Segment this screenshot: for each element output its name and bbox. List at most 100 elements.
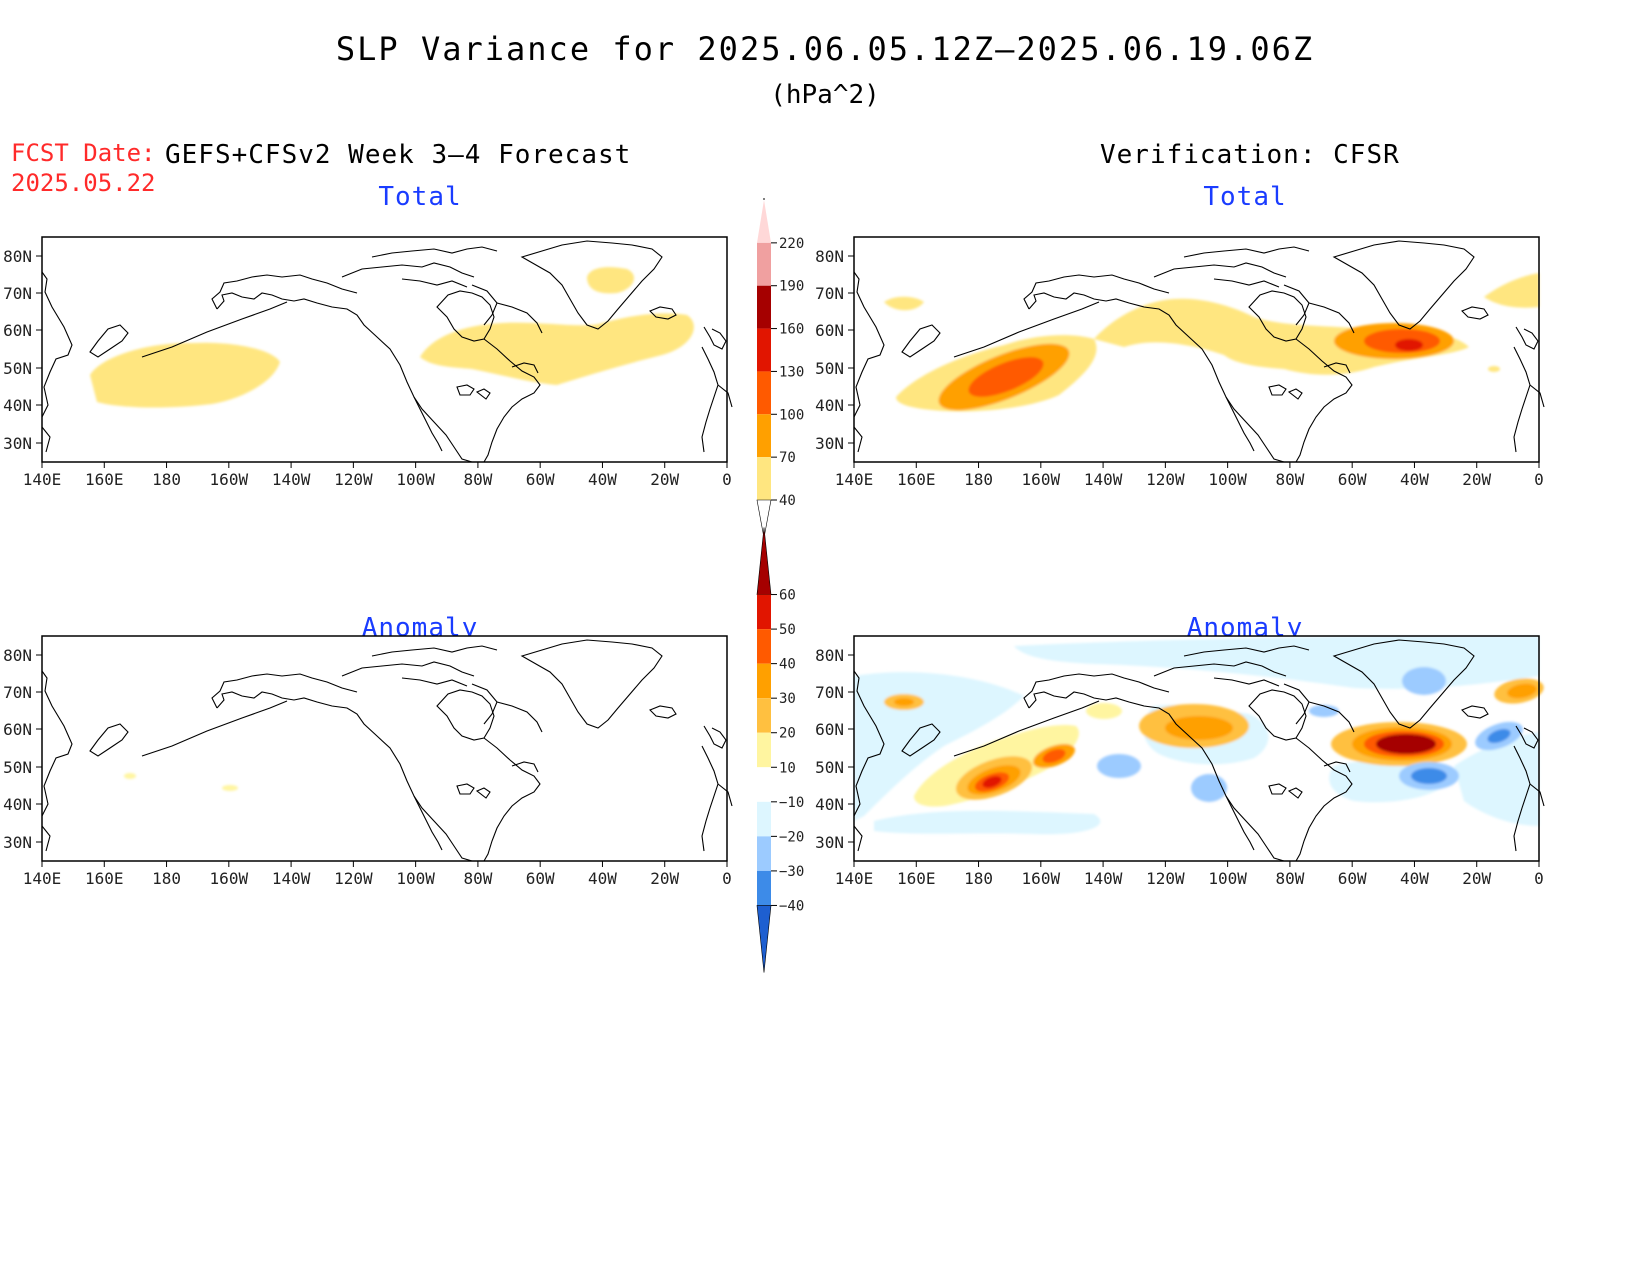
- colorbar-segment: [757, 801, 771, 837]
- lon-tick-label: 60W: [1338, 470, 1367, 489]
- lat-tick-label: 50N: [3, 758, 32, 777]
- contour-fill: [894, 698, 914, 706]
- colorbar-segment: [757, 663, 771, 699]
- map-axes: 80N 70N 60N 50N 40N 30N 140E 160E 180 160W 140W 120…: [3, 247, 1544, 888]
- lat-tick-label: 80N: [3, 646, 32, 665]
- lon-tick-label: 140W: [272, 869, 311, 888]
- contour-fill: [1411, 768, 1447, 784]
- colorbar-label: 50: [779, 622, 796, 638]
- lat-tick-label: 70N: [815, 284, 844, 303]
- contour-fill: [1484, 273, 1539, 308]
- contour-fill: [124, 773, 136, 779]
- colorbar-segment: [757, 732, 771, 768]
- forecast-heading: GEFS+CFSv2 Week 3–4 Forecast: [165, 140, 632, 170]
- colorbar-segment: [757, 836, 771, 871]
- lon-tick-label: 140W: [272, 470, 311, 489]
- lon-tick-label: 180: [152, 470, 181, 489]
- lat-tick-label: 30N: [3, 434, 32, 453]
- colorbar-label: −40: [779, 898, 804, 914]
- lon-tick-label: 160W: [1022, 470, 1061, 489]
- lon-tick-label: 80W: [463, 470, 492, 489]
- contour-fill: [1042, 749, 1066, 763]
- lon-tick-label: 160W: [210, 869, 249, 888]
- lat-tick-label: 30N: [815, 833, 844, 852]
- contour-fill: [1402, 667, 1446, 695]
- map-fcst-total: [41, 236, 733, 463]
- colorbar-label: 100: [779, 407, 804, 423]
- contour-fill: [968, 357, 1044, 397]
- colorbar-segment: [757, 285, 771, 329]
- colorbar-segment: [757, 698, 771, 733]
- lon-tick-label: 100W: [1208, 869, 1247, 888]
- colorbar-segment: [757, 242, 771, 286]
- colorbar-label: 60: [779, 588, 796, 604]
- lon-tick-label: 140E: [835, 470, 874, 489]
- contour-fill: [1507, 683, 1537, 699]
- contour-fill: [1454, 732, 1539, 826]
- colorbar-label: 220: [779, 236, 804, 252]
- colorbar-label: −20: [779, 829, 804, 845]
- lon-tick-label: 180: [152, 869, 181, 888]
- contour-fill: [1395, 339, 1423, 351]
- panel-title-fcst-total: Total: [378, 182, 462, 212]
- lat-tick-label: 40N: [3, 396, 32, 415]
- lon-tick-label: 20W: [650, 869, 679, 888]
- contour-fill: [1165, 716, 1233, 740]
- colorbar-segment: [757, 414, 771, 458]
- colorbar-label: 10: [779, 760, 796, 776]
- lon-tick-label: 40W: [1400, 470, 1429, 489]
- lat-tick-label: 60N: [3, 720, 32, 739]
- lon-tick-label: 0: [1534, 869, 1544, 888]
- lat-tick-label: 80N: [815, 646, 844, 665]
- colorbar-segment: [757, 328, 771, 372]
- lon-tick-label: 160E: [897, 470, 936, 489]
- lat-tick-label: 70N: [815, 683, 844, 702]
- lat-tick-label: 60N: [3, 321, 32, 340]
- colorbar-label: 30: [779, 691, 796, 707]
- colorbar-label: 70: [779, 450, 796, 466]
- lon-tick-label: 60W: [1338, 869, 1367, 888]
- lon-tick-label: 120W: [1146, 869, 1185, 888]
- fcst-date-value: 2025.05.22: [11, 169, 156, 197]
- lon-tick-label: 20W: [1462, 869, 1491, 888]
- fcst-date-label: FCST Date:: [11, 139, 156, 167]
- colorbar-segment: [757, 870, 771, 906]
- colorbar-label: 160: [779, 322, 804, 338]
- lon-tick-label: 40W: [588, 869, 617, 888]
- contour-fill: [1191, 774, 1227, 802]
- contour-fill: [1376, 734, 1436, 754]
- contour-fill: [1097, 754, 1141, 778]
- map-verif-anomaly: [853, 635, 1545, 862]
- colorbar-segment: [757, 767, 771, 802]
- lon-tick-label: 80W: [1275, 869, 1304, 888]
- lon-tick-label: 40W: [588, 470, 617, 489]
- main-title: SLP Variance for 2025.06.05.12Z–2025.06.…: [335, 30, 1315, 68]
- lat-tick-label: 60N: [815, 720, 844, 739]
- units-label: (hPa^2): [770, 80, 880, 110]
- lon-tick-label: 140W: [1084, 470, 1123, 489]
- lon-tick-label: 180: [964, 869, 993, 888]
- panel-title-verif-total: Total: [1203, 182, 1287, 212]
- contour-fill: [587, 267, 635, 294]
- lat-tick-label: 70N: [3, 683, 32, 702]
- contour-fill: [982, 776, 1002, 788]
- lon-tick-label: 0: [722, 470, 732, 489]
- verification-heading: Verification: CFSR: [1100, 140, 1400, 170]
- lat-tick-label: 30N: [815, 434, 844, 453]
- lat-tick-label: 50N: [815, 758, 844, 777]
- lon-tick-label: 140E: [23, 869, 62, 888]
- contour-fill: [1086, 703, 1122, 719]
- colorbar-segment: [757, 629, 771, 664]
- lon-tick-label: 20W: [1462, 470, 1491, 489]
- lon-tick-label: 160E: [897, 869, 936, 888]
- lon-tick-label: 100W: [396, 470, 435, 489]
- lon-tick-label: 180: [964, 470, 993, 489]
- lon-tick-label: 140E: [835, 869, 874, 888]
- lat-tick-label: 80N: [815, 247, 844, 266]
- lon-tick-label: 160E: [85, 869, 124, 888]
- lon-tick-label: 100W: [396, 869, 435, 888]
- contour-fill: [874, 810, 1101, 835]
- lon-tick-label: 140E: [23, 470, 62, 489]
- lon-tick-label: 120W: [334, 470, 373, 489]
